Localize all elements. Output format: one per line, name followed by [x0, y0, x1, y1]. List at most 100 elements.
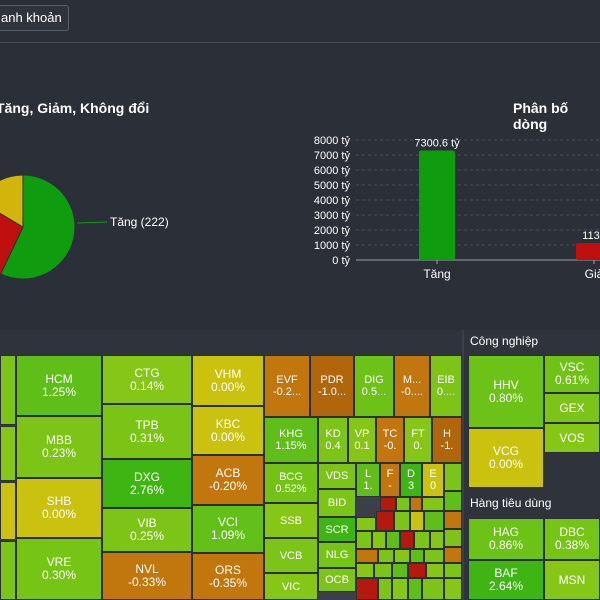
- tile-mbb[interactable]: MBB 0.23%: [16, 416, 102, 478]
- tile-khg[interactable]: KHG 1.15%: [264, 417, 318, 463]
- tile-ocb[interactable]: OCB: [318, 568, 356, 592]
- tile-bid[interactable]: BID: [318, 489, 356, 517]
- tile-vcb[interactable]: VCB: [264, 538, 318, 573]
- tile-small[interactable]: [356, 517, 376, 531]
- tile-tc[interactable]: TC -0.: [376, 417, 404, 463]
- tile-small[interactable]: [380, 497, 396, 511]
- tile-small[interactable]: [378, 549, 394, 563]
- tile-symbol: CTG: [134, 365, 160, 380]
- tile-small[interactable]: [396, 497, 410, 511]
- tile-change: 0.: [413, 440, 423, 452]
- tile-small[interactable]: [444, 563, 462, 578]
- tile-dxg[interactable]: DXG 2.76%: [102, 459, 192, 508]
- sector-header-bar: [0, 330, 462, 355]
- tile-small[interactable]: [422, 578, 444, 600]
- tile-small[interactable]: [408, 563, 426, 578]
- tile-vp[interactable]: VP 0.1: [348, 417, 376, 463]
- tile-small[interactable]: [400, 531, 414, 549]
- tile-small[interactable]: [356, 563, 374, 578]
- tile-f[interactable]: F-: [380, 463, 400, 497]
- tile-small[interactable]: [376, 511, 394, 531]
- tile-small[interactable]: [444, 491, 462, 511]
- tile-ors[interactable]: ORS -0.35%: [192, 553, 264, 600]
- tile-vci[interactable]: VCI 1.09%: [192, 505, 264, 553]
- tile-shb[interactable]: SHB 0.00%: [16, 478, 102, 538]
- tile-small[interactable]: [410, 549, 424, 563]
- tile-hhv[interactable]: HHV 0.80%: [468, 355, 544, 428]
- tile-symbol: EVF: [276, 374, 298, 386]
- tile-small[interactable]: [392, 563, 408, 578]
- tile-symbol: HHV: [493, 377, 519, 392]
- tile-tpb[interactable]: TPB 0.31%: [102, 404, 192, 459]
- tile-ctg[interactable]: CTG 0.14%: [102, 355, 192, 404]
- tile-dig[interactable]: DIG 0.5...: [354, 355, 394, 417]
- tile-ft[interactable]: FT 0.: [404, 417, 432, 463]
- tile-partial[interactable]: [0, 541, 16, 600]
- tile-scr[interactable]: SCR: [318, 517, 356, 542]
- tile-change: 0.4: [325, 440, 341, 452]
- tile-vos[interactable]: VOS: [544, 423, 600, 453]
- tile-kd[interactable]: KD 0.4: [318, 417, 348, 463]
- tile-small[interactable]: [408, 578, 422, 600]
- tile-kbc[interactable]: KBC 0.00%: [192, 406, 264, 455]
- tile-hag[interactable]: HAG 0.86%: [468, 518, 544, 560]
- tile-small[interactable]: [356, 531, 372, 549]
- tile-small[interactable]: [444, 463, 462, 491]
- tile-partial[interactable]: [0, 355, 16, 425]
- tile-partial[interactable]: [0, 426, 16, 481]
- tile-gex[interactable]: GEX: [544, 393, 600, 423]
- tile-small[interactable]: [356, 578, 378, 600]
- tile-baf[interactable]: BAF 2.64%: [468, 560, 544, 600]
- tile-small[interactable]: [372, 531, 386, 549]
- bar-category-label: Tăng: [423, 267, 450, 281]
- tile-vhm[interactable]: VHM 0.00%: [192, 355, 264, 406]
- tile-pdr[interactable]: PDR -1.0...: [310, 355, 354, 417]
- tile-small[interactable]: [444, 578, 462, 600]
- tile-small[interactable]: [378, 578, 392, 600]
- tile-small[interactable]: [374, 563, 392, 578]
- tile-h[interactable]: H -1.: [432, 417, 462, 463]
- tile-vds[interactable]: VDS: [318, 463, 356, 489]
- tile-small[interactable]: [386, 531, 400, 549]
- tile-small[interactable]: [444, 547, 462, 563]
- tile-vsc[interactable]: VSC 0.61%: [544, 355, 600, 393]
- tile-small[interactable]: [392, 578, 408, 600]
- tile-small[interactable]: [394, 511, 410, 531]
- tile-small[interactable]: [394, 549, 410, 563]
- tile-vre[interactable]: VRE 0.30%: [16, 538, 102, 600]
- tile-vic[interactable]: VIC: [264, 573, 318, 600]
- tile-change: 0.14%: [129, 378, 165, 393]
- tile-small[interactable]: [424, 549, 444, 563]
- tile-small[interactable]: [422, 497, 444, 511]
- tile-change: 1.15%: [275, 440, 307, 452]
- tile-nlg[interactable]: NLG: [318, 542, 356, 568]
- tile-vib[interactable]: VIB 0.25%: [102, 508, 192, 552]
- tile-msn[interactable]: MSN: [544, 560, 600, 600]
- tile-small[interactable]: [414, 531, 430, 549]
- tile-ssb[interactable]: SSB: [264, 503, 318, 538]
- tile-small[interactable]: [444, 529, 462, 547]
- tile-acb[interactable]: ACB -0.20%: [192, 455, 264, 505]
- tile-small[interactable]: [410, 497, 422, 511]
- tile-hcm[interactable]: HCM 1.25%: [16, 355, 102, 416]
- tile-bcg[interactable]: BCG 0.52%: [264, 463, 318, 503]
- tile-partial[interactable]: [0, 482, 16, 540]
- tile-small[interactable]: [424, 511, 444, 531]
- tile-change: 0.23%: [41, 446, 77, 460]
- tile-nvl[interactable]: NVL -0.33%: [102, 552, 192, 600]
- bar-ytick-label: 7000 tỷ: [314, 150, 351, 162]
- tile-small[interactable]: [444, 511, 462, 529]
- tile-m[interactable]: M... -0....: [394, 355, 430, 417]
- tile-small[interactable]: [430, 531, 444, 549]
- tile-eib[interactable]: EIB 0....: [430, 355, 462, 417]
- tile-small[interactable]: [356, 549, 378, 563]
- tile-l[interactable]: L 1.: [356, 463, 380, 497]
- tile-dbc[interactable]: DBC 0.38%: [544, 518, 600, 560]
- tile-small[interactable]: [410, 511, 424, 531]
- tile-evf[interactable]: EVF -0.2...: [264, 355, 310, 417]
- account-tab-button[interactable]: anh khoản: [0, 5, 69, 31]
- tile-vcg[interactable]: VCG 0.00%: [468, 428, 544, 488]
- tile-small[interactable]: [426, 563, 444, 578]
